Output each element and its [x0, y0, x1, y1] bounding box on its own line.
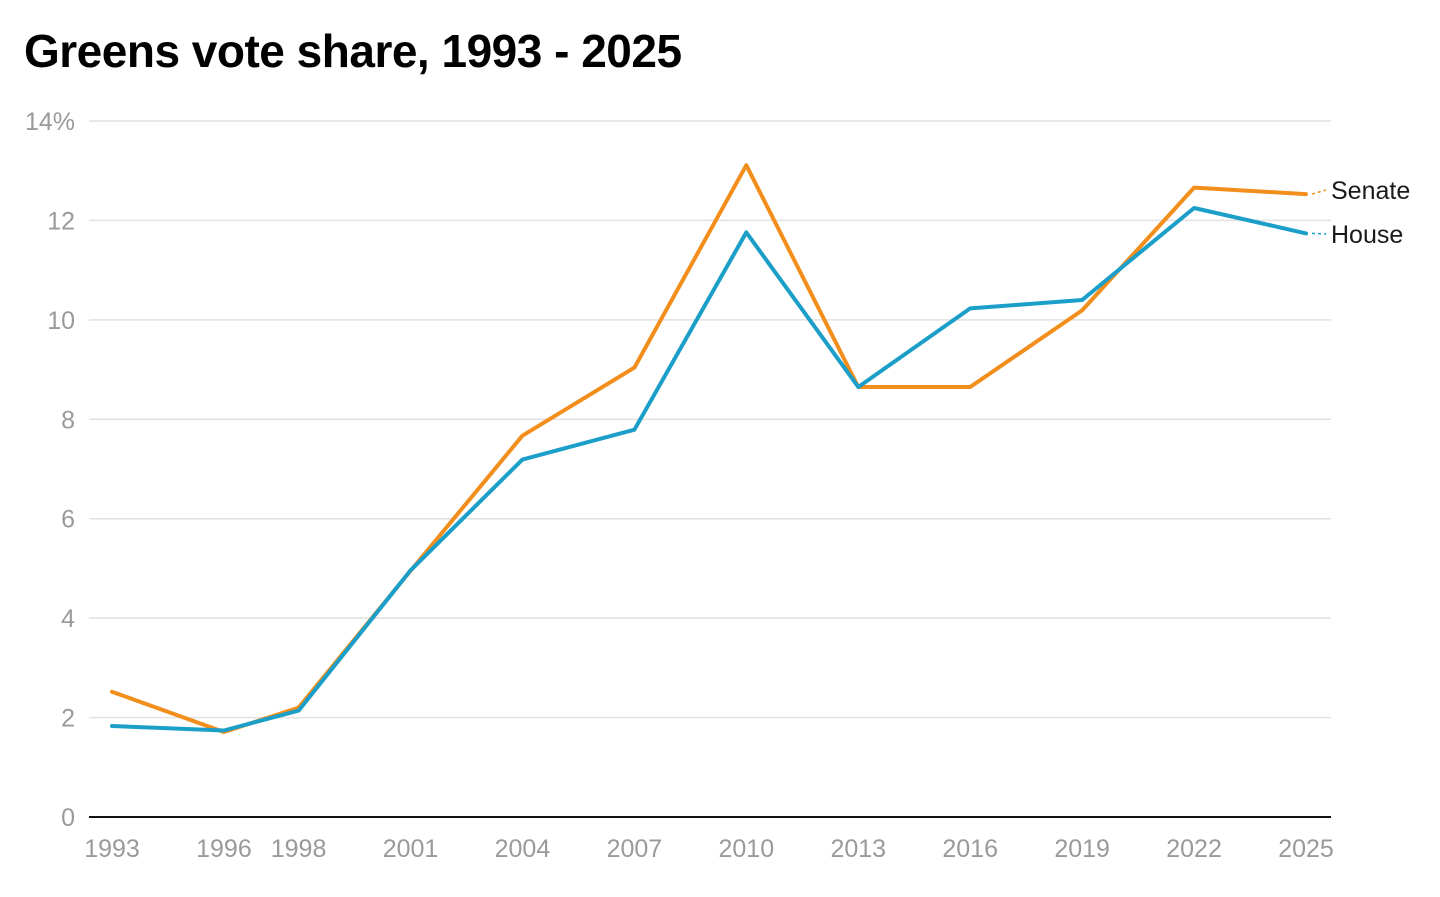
- series-line-senate: [110, 163, 1308, 734]
- gridlines: [89, 120, 1331, 818]
- x-tick-label: 2007: [607, 835, 663, 863]
- x-tick-label: 2022: [1166, 835, 1222, 863]
- x-tick-label: 2010: [719, 835, 775, 863]
- x-tick-label: 2013: [830, 835, 886, 863]
- legend-label-house: House: [1331, 221, 1403, 249]
- y-tick-label: 0: [61, 804, 75, 832]
- y-tick-label: 10: [47, 307, 75, 335]
- x-tick-label: 1998: [271, 835, 327, 863]
- y-tick-label: 8: [61, 406, 75, 434]
- x-tick-label: 2025: [1278, 835, 1334, 863]
- y-tick-label: 14%: [25, 108, 75, 136]
- y-tick-label: 2: [61, 705, 75, 733]
- y-tick-label: 4: [61, 605, 75, 633]
- x-tick-label: 2001: [383, 835, 439, 863]
- series-line-house: [110, 206, 1308, 733]
- legend-label-senate: Senate: [1331, 177, 1410, 205]
- x-axis-ticks: 1993 1996 1998 2001 2004 2007 2010 2013 2016 2019…: [84, 835, 1334, 863]
- series-lines: [110, 163, 1308, 734]
- legend-leader-senate: [1311, 189, 1327, 195]
- x-tick-label: 2016: [942, 835, 998, 863]
- chart-title: Greens vote share, 1993 - 2025: [24, 25, 682, 77]
- legend-leader-house: [1311, 232, 1327, 235]
- y-tick-label: 6: [61, 506, 75, 534]
- y-tick-label: 12: [47, 207, 75, 235]
- x-tick-label: 1996: [196, 835, 252, 863]
- x-tick-label: 1993: [84, 835, 140, 863]
- x-tick-label: 2004: [495, 835, 551, 863]
- y-axis-ticks: 0 2 4 6 8 10 12 14%: [25, 108, 75, 832]
- legend: Senate House: [1311, 177, 1410, 249]
- x-tick-label: 2019: [1054, 835, 1110, 863]
